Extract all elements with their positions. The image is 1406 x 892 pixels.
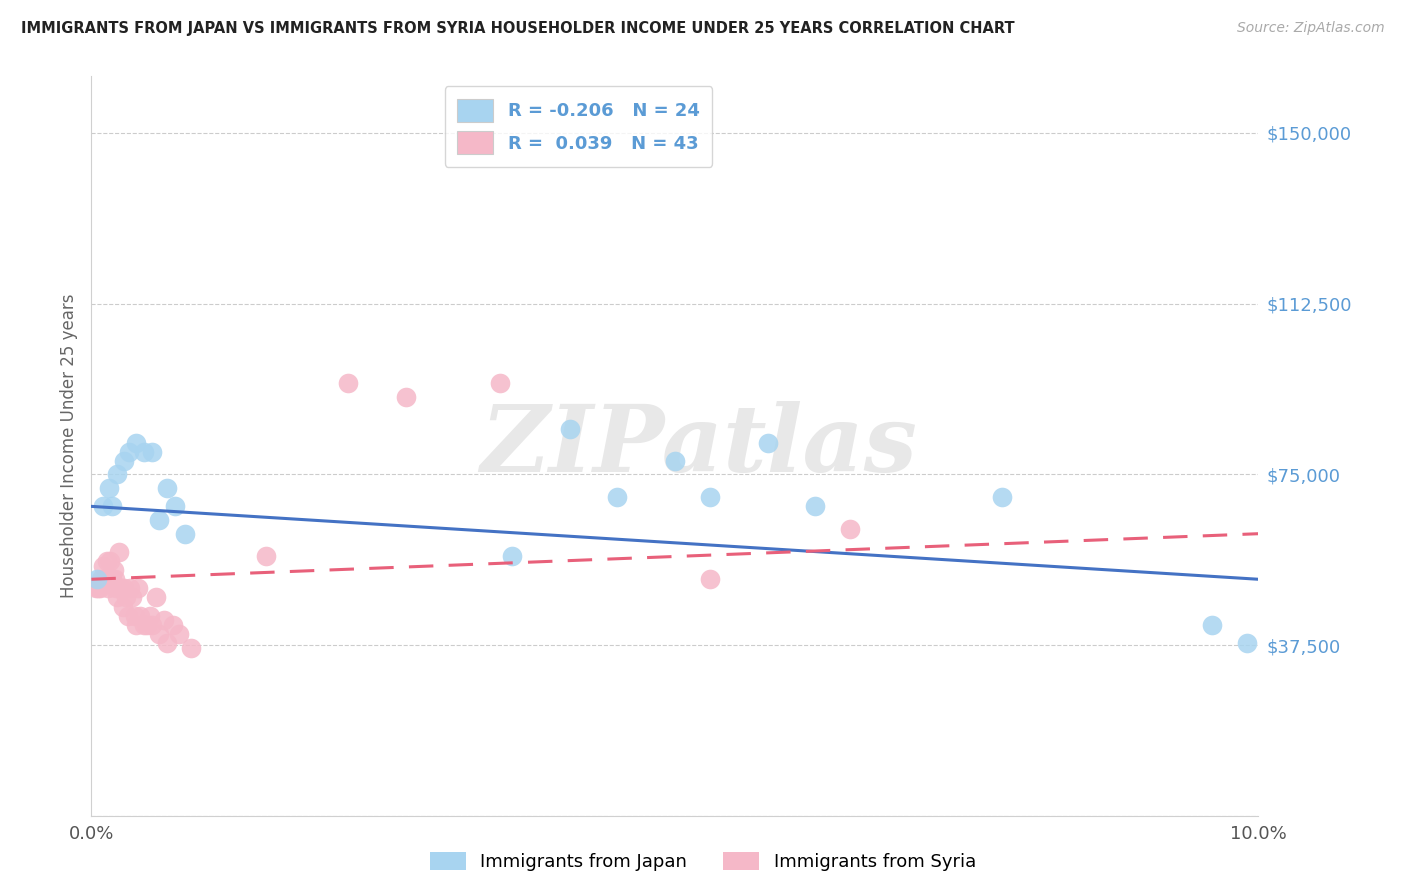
Point: [98, 554, 121, 568]
Point: [125, 435, 148, 450]
Point: [124, 608, 146, 623]
Point: [173, 526, 195, 541]
Point: [489, 376, 512, 391]
Point: [97, 481, 120, 495]
Point: [101, 500, 124, 514]
Point: [104, 572, 127, 586]
Point: [118, 444, 141, 458]
Point: [152, 613, 174, 627]
Point: [162, 617, 184, 632]
Point: [141, 444, 163, 458]
Point: [699, 572, 721, 586]
Point: [148, 513, 170, 527]
Point: [112, 454, 135, 468]
Point: [395, 390, 418, 404]
Point: [103, 563, 125, 577]
Point: [664, 454, 686, 468]
Point: [699, 490, 721, 504]
Point: [84, 582, 107, 596]
Point: [87, 582, 110, 596]
Text: IMMIGRANTS FROM JAPAN VS IMMIGRANTS FROM SYRIA HOUSEHOLDER INCOME UNDER 25 YEARS: IMMIGRANTS FROM JAPAN VS IMMIGRANTS FROM…: [21, 21, 1015, 36]
Point: [117, 608, 139, 623]
Point: [804, 500, 827, 514]
Point: [132, 444, 155, 458]
Point: [93, 572, 115, 586]
Point: [96, 554, 118, 568]
Point: [756, 435, 779, 450]
Point: [606, 490, 628, 504]
Point: [125, 617, 148, 632]
Point: [136, 617, 159, 632]
Point: [115, 591, 138, 605]
Point: [91, 558, 114, 573]
Point: [256, 549, 278, 564]
Point: [156, 481, 179, 495]
Point: [110, 582, 132, 596]
Point: [167, 627, 190, 641]
Point: [86, 572, 108, 586]
Point: [165, 500, 187, 514]
Point: [121, 591, 143, 605]
Point: [105, 591, 128, 605]
Point: [90, 572, 112, 586]
Point: [132, 617, 155, 632]
Point: [104, 582, 127, 596]
Point: [156, 636, 179, 650]
Point: [105, 467, 128, 482]
Point: [1201, 617, 1223, 632]
Point: [112, 582, 135, 596]
Point: [97, 582, 120, 596]
Point: [118, 582, 141, 596]
Point: [1236, 636, 1258, 650]
Point: [180, 640, 202, 655]
Legend: R = -0.206   N = 24, R =  0.039   N = 43: R = -0.206 N = 24, R = 0.039 N = 43: [444, 87, 713, 167]
Point: [558, 422, 581, 436]
Text: Source: ZipAtlas.com: Source: ZipAtlas.com: [1237, 21, 1385, 35]
Point: [501, 549, 523, 564]
Point: [337, 376, 360, 391]
Point: [129, 608, 152, 623]
Point: [838, 522, 860, 536]
Point: [127, 582, 149, 596]
Point: [91, 500, 114, 514]
Point: [141, 617, 163, 632]
Point: [108, 545, 131, 559]
Point: [101, 572, 124, 586]
Point: [89, 582, 111, 596]
Point: [990, 490, 1012, 504]
Point: [145, 591, 167, 605]
Point: [111, 599, 134, 614]
Point: [148, 627, 170, 641]
Legend: Immigrants from Japan, Immigrants from Syria: Immigrants from Japan, Immigrants from S…: [423, 845, 983, 879]
Point: [138, 608, 162, 623]
Text: ZIPatlas: ZIPatlas: [479, 401, 917, 491]
Y-axis label: Householder Income Under 25 years: Householder Income Under 25 years: [59, 293, 77, 599]
